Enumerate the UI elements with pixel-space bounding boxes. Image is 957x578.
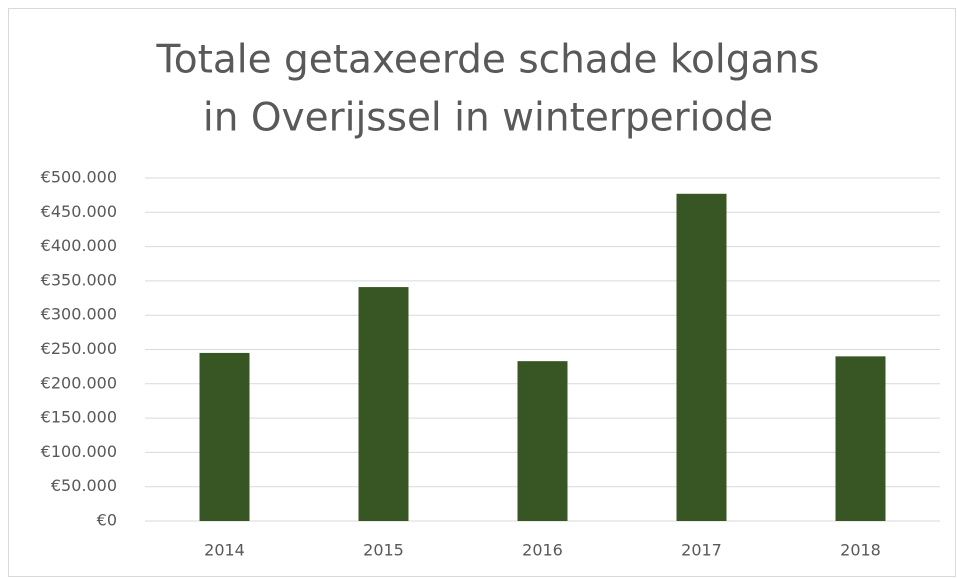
y-tick-label: €350.000 [41,270,117,289]
x-tick-label: 2018 [840,541,881,560]
chart-title: Totale getaxeerde schade kolgans [156,38,820,83]
y-tick-label: €500.000 [41,168,117,187]
y-tick-label: €400.000 [41,236,117,255]
y-tick-label: €300.000 [41,305,117,324]
y-tick-label: €0 [97,511,117,530]
chart-frame [8,8,956,577]
y-tick-label: €250.000 [41,339,117,358]
y-tick-label: €100.000 [41,442,117,461]
y-tick-label: €50.000 [51,476,117,495]
x-tick-label: 2015 [363,541,404,560]
chart-title: in Overijssel in winterperiode [203,96,773,141]
bar [358,287,409,521]
y-tick-label: €450.000 [41,202,117,221]
x-tick-label: 2016 [522,541,563,560]
x-tick-label: 2014 [204,541,245,560]
bar [676,193,727,521]
x-tick-label: 2017 [681,541,722,560]
bar [517,361,568,521]
bar [835,356,886,521]
bar [199,352,250,521]
y-tick-label: €200.000 [41,373,117,392]
y-tick-label: €150.000 [41,408,117,427]
